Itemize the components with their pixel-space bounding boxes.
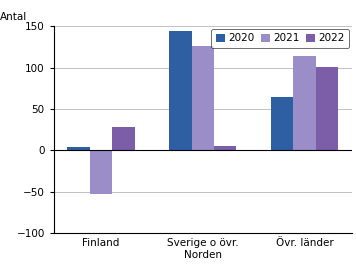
Bar — [271, 97, 293, 150]
Legend: 2020, 2021, 2022: 2020, 2021, 2022 — [211, 29, 349, 48]
Text: Antal: Antal — [0, 12, 27, 22]
Bar — [293, 56, 316, 150]
Bar — [169, 31, 192, 150]
Bar — [192, 46, 214, 150]
Bar — [214, 145, 236, 150]
Bar — [67, 147, 90, 150]
Bar — [112, 127, 135, 150]
Bar — [90, 150, 112, 194]
Bar — [316, 67, 338, 150]
